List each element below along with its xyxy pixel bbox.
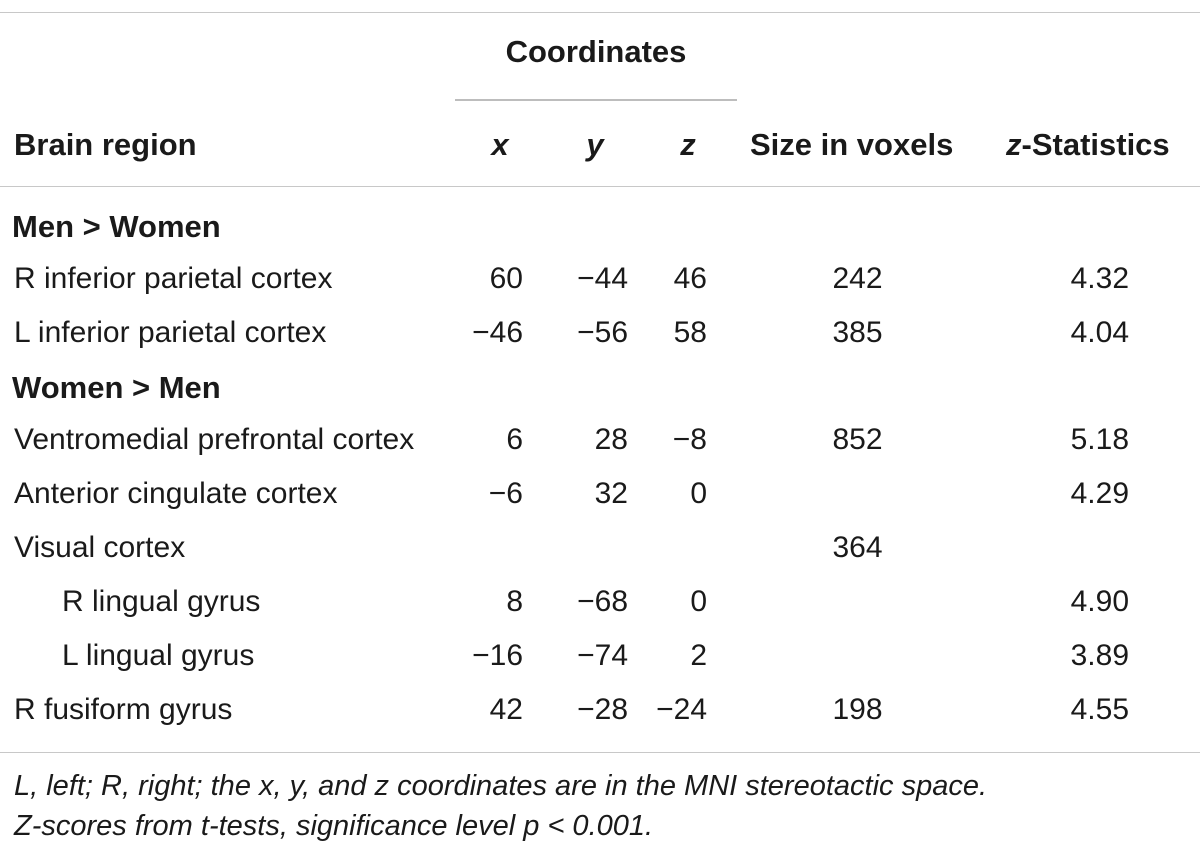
cell-x: −16 xyxy=(472,639,523,672)
cell-size: 198 xyxy=(832,693,883,726)
cell-zstat: 4.55 xyxy=(1070,693,1129,726)
cell-y: −74 xyxy=(577,639,628,672)
cell-region: Ventromedial prefrontal cortex xyxy=(14,423,415,456)
cell-z: −24 xyxy=(656,693,707,726)
table-row: R fusiform gyrus 42 −28 −24 198 4.55 xyxy=(0,693,1200,733)
brain-region-header: Brain region xyxy=(14,127,197,162)
cell-x: 42 xyxy=(489,693,523,726)
cell-region: Anterior cingulate cortex xyxy=(14,477,338,510)
cell-region: R lingual gyrus xyxy=(62,585,261,618)
top-rule xyxy=(0,12,1200,13)
cell-zstat: 4.32 xyxy=(1070,262,1129,295)
z-header: z xyxy=(680,127,696,162)
footnote-line-2: Z-scores from t-tests, significance leve… xyxy=(14,810,654,842)
cell-y: −28 xyxy=(577,693,628,726)
table-row: L lingual gyrus −16 −74 2 3.89 xyxy=(0,639,1200,679)
cell-size: 242 xyxy=(832,262,883,295)
cell-z: 0 xyxy=(690,585,707,618)
cell-z: 46 xyxy=(673,262,707,295)
table-row: R lingual gyrus 8 −68 0 4.90 xyxy=(0,585,1200,625)
cell-size: 385 xyxy=(832,316,883,349)
cell-y: 32 xyxy=(594,477,628,510)
cell-x: 6 xyxy=(506,423,523,456)
table-row: L inferior parietal cortex −46 −56 58 38… xyxy=(0,316,1200,356)
cell-y: 28 xyxy=(594,423,628,456)
group-label-men-women: Men > Women xyxy=(12,209,221,244)
zstat-header: z-Statistics xyxy=(1006,127,1170,163)
y-header: y xyxy=(586,127,604,162)
group-label-women-men: Women > Men xyxy=(12,370,221,405)
cell-x: 60 xyxy=(489,262,523,295)
cell-z: 2 xyxy=(690,639,707,672)
table-row: R inferior parietal cortex 60 −44 46 242… xyxy=(0,262,1200,302)
size-header: Size in voxels xyxy=(750,127,954,162)
cell-region: Visual cortex xyxy=(14,531,186,564)
footnote-line-1: L, left; R, right; the x, y, and z coord… xyxy=(14,770,988,802)
cell-region: R inferior parietal cortex xyxy=(14,262,333,295)
cell-y: −56 xyxy=(577,316,628,349)
cell-z: −8 xyxy=(672,423,707,456)
zstat-header-italic: z xyxy=(1006,127,1022,162)
cell-size: 852 xyxy=(832,423,883,456)
cell-zstat: 4.29 xyxy=(1070,477,1129,510)
cell-zstat: 4.90 xyxy=(1070,585,1129,618)
zstat-header-rest: -Statistics xyxy=(1021,127,1170,162)
cell-region: L inferior parietal cortex xyxy=(14,316,327,349)
cell-x: −6 xyxy=(488,477,523,510)
cell-x: 8 xyxy=(506,585,523,618)
cell-region: R fusiform gyrus xyxy=(14,693,233,726)
table-row: Ventromedial prefrontal cortex 6 28 −8 8… xyxy=(0,423,1200,463)
cell-z: 0 xyxy=(690,477,707,510)
cell-zstat: 5.18 xyxy=(1070,423,1129,456)
table-row: Visual cortex 364 xyxy=(0,531,1200,571)
cell-x: −46 xyxy=(472,316,523,349)
table-footnote: L, left; R, right; the x, y, and z coord… xyxy=(14,766,1184,846)
table-row: Anterior cingulate cortex −6 32 0 4.29 xyxy=(0,477,1200,517)
cell-y: −44 xyxy=(577,262,628,295)
cell-y: −68 xyxy=(577,585,628,618)
x-header: x xyxy=(491,127,509,162)
header-rule xyxy=(0,186,1200,187)
cell-size: 364 xyxy=(832,531,883,564)
cell-zstat: 3.89 xyxy=(1070,639,1129,672)
cell-zstat: 4.04 xyxy=(1070,316,1129,349)
cell-region: L lingual gyrus xyxy=(62,639,255,672)
bottom-rule xyxy=(0,752,1200,753)
coordinates-underline xyxy=(455,99,737,101)
coordinates-header: Coordinates xyxy=(505,34,687,69)
cell-z: 58 xyxy=(673,316,707,349)
